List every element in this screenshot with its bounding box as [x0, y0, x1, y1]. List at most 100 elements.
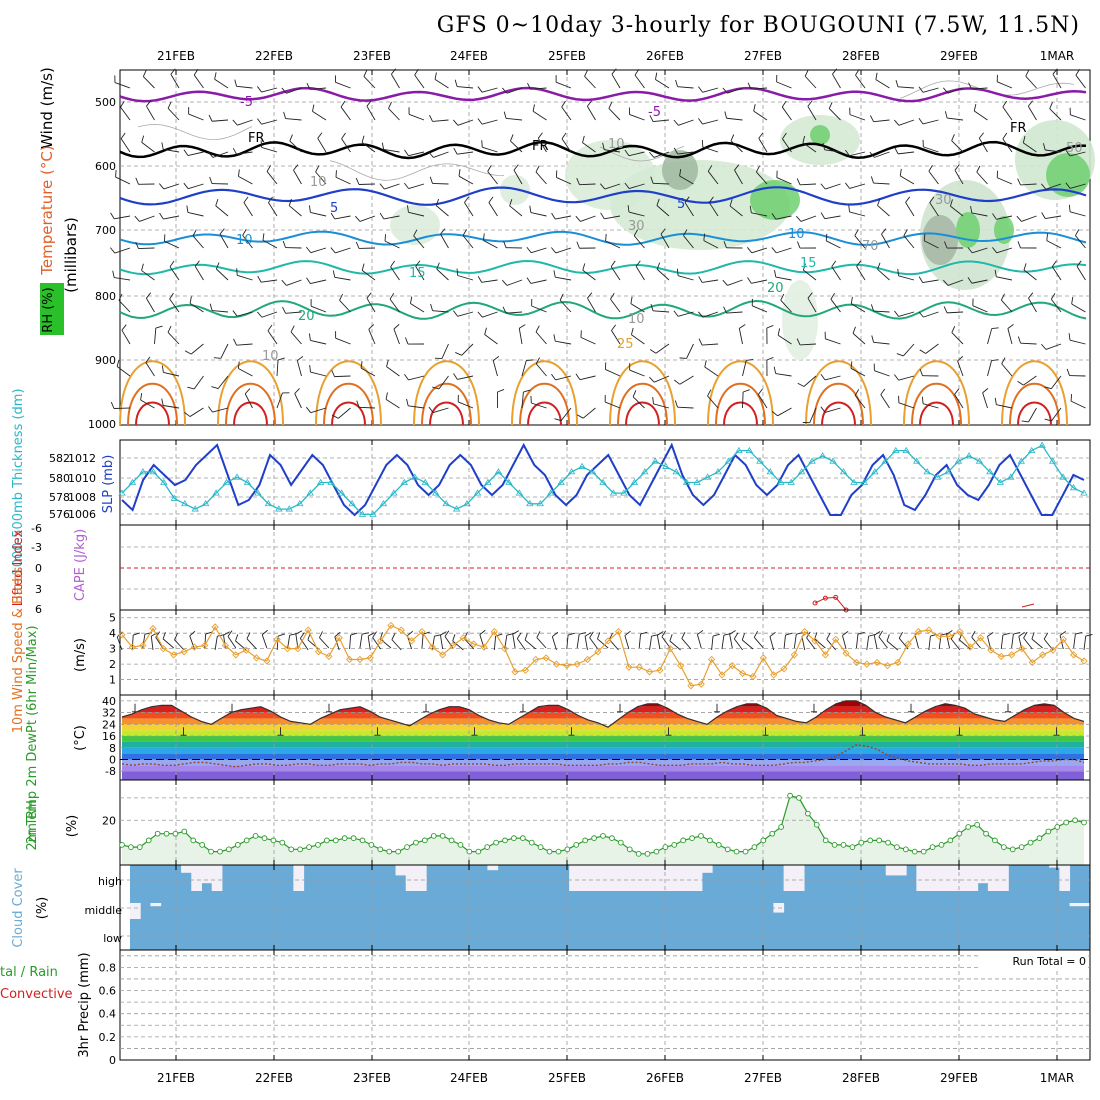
wind-barb-flag [260, 140, 263, 148]
wind-barb [873, 182, 890, 185]
rh-marker [983, 830, 989, 837]
contour-label: 10 [262, 349, 279, 364]
contour-label: FR [1010, 121, 1027, 136]
wind-barb-flag [655, 72, 658, 80]
wind-barb-flag [294, 388, 300, 394]
wind-barb-flag [355, 215, 361, 222]
wind-barb-flag [453, 310, 458, 317]
wind-barb-flag [923, 233, 926, 241]
wind-barb-flag [360, 361, 363, 369]
cloud-high-gap [640, 865, 652, 891]
thickness-marker [724, 457, 733, 464]
wind-barb [951, 332, 964, 345]
wind-barb [702, 119, 719, 125]
thickness-marker [620, 489, 628, 496]
wind-barb [214, 636, 218, 651]
temp-band [122, 771, 1084, 780]
thickness-tick: 580 [49, 472, 70, 485]
wind-barb [589, 637, 599, 650]
wind-barb [143, 76, 155, 89]
cloud-mid-gap [150, 903, 162, 907]
thickness-marker [442, 499, 450, 507]
wind-barb [120, 138, 131, 153]
wind-barb-flag [994, 269, 997, 277]
wind-barb [922, 279, 939, 284]
wind-barb [438, 375, 449, 390]
wind-barb-flag [452, 634, 456, 642]
wind-speed-marker [521, 666, 530, 674]
wind-barb-flag [404, 149, 409, 156]
wind-barb [537, 138, 547, 153]
li-line [814, 596, 847, 611]
wind-barb-flag [278, 633, 285, 637]
wind-barb [335, 81, 351, 89]
wind-barb-flag [704, 360, 707, 368]
wind-barb [457, 119, 474, 126]
wind-barb [742, 360, 747, 377]
wind-barb [947, 279, 964, 286]
wind-speed-marker [904, 640, 912, 648]
wind-barb [363, 76, 376, 89]
wind-barb [236, 343, 253, 346]
wind-barb [276, 636, 279, 651]
wind-barb-flag [674, 400, 678, 408]
wind-barb [799, 343, 817, 346]
rh-marker [965, 824, 972, 830]
rh-area [122, 795, 1084, 865]
wind-barb [391, 639, 402, 651]
wind-barb [946, 311, 964, 314]
wind-barb [436, 268, 449, 281]
thickness-marker [526, 499, 534, 507]
wind-barb-flag [193, 68, 199, 76]
wind-barb [492, 360, 498, 377]
wind-barb [738, 328, 743, 345]
wind-barb [824, 215, 841, 220]
wind-barb-flag [624, 630, 631, 636]
wind-barb [141, 141, 155, 153]
wind-barb [954, 394, 964, 409]
wind-barb [317, 138, 327, 153]
wind-barb [804, 75, 817, 89]
rh-marker [252, 833, 259, 839]
thickness-marker [682, 478, 691, 485]
wind-barb-flag [1002, 100, 1008, 108]
wind-barb [1011, 634, 1014, 649]
wind-barb-flag [183, 182, 189, 189]
wind-barb-flag [1023, 631, 1028, 639]
wind-speed-marker [842, 649, 850, 657]
wind-barb [654, 375, 670, 383]
wind-barb-flag [174, 633, 178, 640]
wind-barb-flag [1052, 68, 1058, 75]
wind-barb [243, 202, 253, 217]
thickness-marker [505, 478, 513, 485]
wind-speed-marker [604, 637, 612, 645]
wind-barb-flag [464, 196, 469, 203]
thickness-marker [766, 468, 775, 475]
wind-speed-marker [232, 651, 240, 659]
date-label-top: 23FEB [353, 49, 391, 63]
temp-line [121, 700, 1085, 728]
wind-barb [580, 336, 596, 345]
wind-barb [464, 202, 474, 217]
wind-barb [881, 233, 890, 249]
wind-barb-flag [886, 634, 890, 642]
date-label-bottom: 25FEB [548, 1071, 586, 1085]
cloud-high-gap [661, 865, 672, 891]
precip-tick: 0.8 [99, 961, 117, 974]
rh-marker [172, 830, 179, 837]
wind-barb-flag [970, 205, 973, 214]
wind-barb [170, 73, 180, 89]
thickness-marker [212, 489, 220, 496]
wind-speed-marker [221, 641, 230, 650]
wind-barb-flag [187, 386, 195, 390]
rh-marker [493, 839, 499, 846]
wind-barb-flag [463, 632, 468, 639]
wind-barb-flag [440, 228, 446, 235]
contour-label: 10 [628, 312, 645, 327]
temperature-contour-warm [127, 382, 178, 426]
wind-barb [555, 340, 572, 345]
wind-barb-flag [262, 233, 265, 241]
wind-barb-flag [769, 631, 776, 637]
temperature-contour-warm [429, 401, 464, 426]
contour-label: 15 [409, 266, 426, 281]
